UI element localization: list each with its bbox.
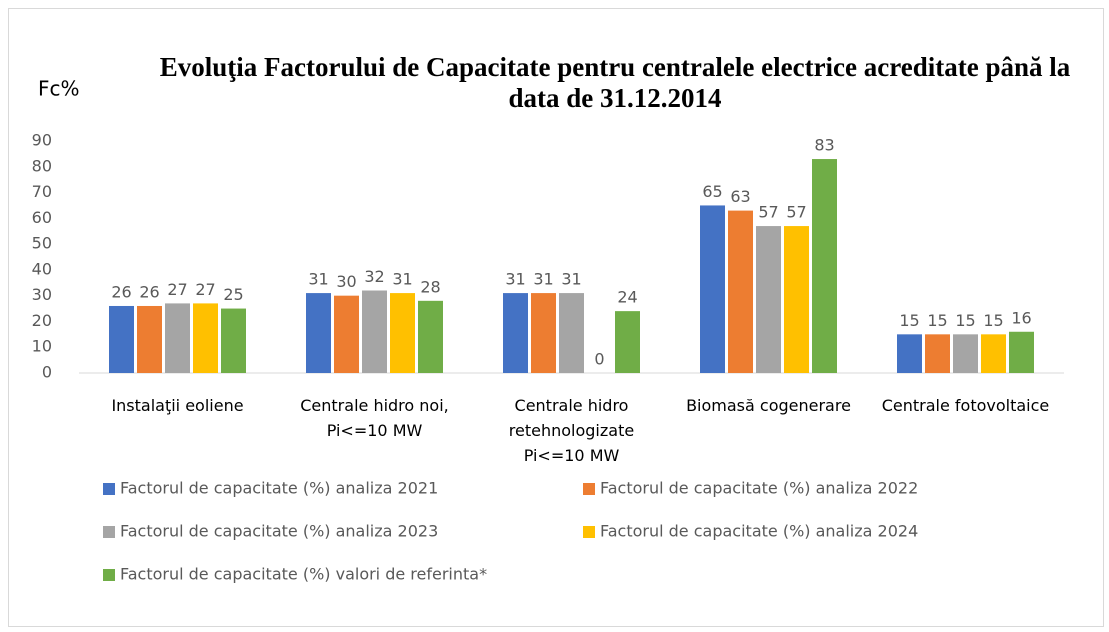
x-tick-label: Centrale hidro retehnologizate Pi<=10 MW bbox=[508, 396, 635, 465]
data-label: 28 bbox=[420, 277, 440, 296]
bar bbox=[362, 290, 387, 373]
legend-label: Factorul de capacitate (%) analiza 2022 bbox=[600, 479, 918, 498]
bar bbox=[728, 210, 753, 373]
title-box: Evoluţia Factorului de Capacitate pentru… bbox=[159, 52, 1071, 113]
legend-label: Factorul de capacitate (%) valori de ref… bbox=[120, 565, 487, 584]
data-label: 83 bbox=[814, 136, 834, 155]
bar bbox=[1009, 331, 1034, 373]
bar bbox=[221, 308, 246, 373]
x-tick-label: Instalaţii eoliene bbox=[111, 396, 244, 415]
bar bbox=[531, 293, 556, 373]
bar bbox=[812, 159, 837, 373]
y-tick-label: 80 bbox=[32, 156, 52, 175]
x-tick-label-box: Centrale fotovoltaice bbox=[881, 396, 1050, 415]
bar bbox=[784, 226, 809, 373]
data-label: 57 bbox=[786, 203, 806, 222]
data-label: 65 bbox=[702, 182, 722, 201]
y-tick-label: 90 bbox=[32, 131, 52, 150]
y-tick-label: 0 bbox=[42, 363, 52, 382]
x-tick-label: Centrale fotovoltaice bbox=[881, 396, 1050, 415]
legend-label: Factorul de capacitate (%) analiza 2023 bbox=[120, 522, 438, 541]
x-tick-label-box: Centrale hidro noi, Pi<=10 MW bbox=[300, 396, 449, 440]
data-label: 32 bbox=[364, 267, 384, 286]
bar bbox=[193, 303, 218, 373]
bar bbox=[925, 334, 950, 373]
data-label: 31 bbox=[533, 270, 553, 289]
x-tick-label-box: Centrale hidro retehnologizate Pi<=10 MW bbox=[508, 396, 635, 465]
data-label: 15 bbox=[899, 311, 919, 330]
bar bbox=[503, 293, 528, 373]
y-tick-label: 40 bbox=[32, 259, 52, 278]
bar bbox=[559, 293, 584, 373]
bar bbox=[306, 293, 331, 373]
bar bbox=[334, 295, 359, 373]
data-label: 57 bbox=[758, 203, 778, 222]
x-tick-label: Biomasă cogenerare bbox=[686, 396, 851, 415]
data-label: 26 bbox=[111, 282, 131, 301]
data-label: 31 bbox=[561, 270, 581, 289]
y-axis-label: Fc% bbox=[38, 77, 80, 101]
bar bbox=[700, 205, 725, 373]
x-tick-label-box: Instalaţii eoliene bbox=[111, 396, 244, 415]
legend-swatch bbox=[103, 483, 115, 495]
bar bbox=[418, 300, 443, 373]
chart-title: Evoluţia Factorului de Capacitate pentru… bbox=[159, 52, 1071, 113]
y-tick-label: 30 bbox=[32, 285, 52, 304]
data-label: 16 bbox=[1011, 308, 1031, 327]
bar bbox=[981, 334, 1006, 373]
bar bbox=[756, 226, 781, 373]
data-label: 25 bbox=[223, 285, 243, 304]
bar bbox=[615, 311, 640, 373]
data-label: 30 bbox=[336, 272, 356, 291]
data-label: 31 bbox=[392, 270, 412, 289]
bar bbox=[953, 334, 978, 373]
data-label: 15 bbox=[955, 311, 975, 330]
bar bbox=[109, 305, 134, 373]
data-label: 27 bbox=[195, 280, 215, 299]
bar bbox=[390, 293, 415, 373]
y-tick-label: 50 bbox=[32, 234, 52, 253]
y-tick-label: 20 bbox=[32, 311, 52, 330]
data-label: 31 bbox=[308, 270, 328, 289]
legend-swatch bbox=[103, 569, 115, 581]
data-label: 26 bbox=[139, 282, 159, 301]
legend-swatch bbox=[103, 526, 115, 538]
bar bbox=[897, 334, 922, 373]
data-label: 15 bbox=[927, 311, 947, 330]
y-tick-label: 10 bbox=[32, 337, 52, 356]
x-tick-label-box: Biomasă cogenerare bbox=[686, 396, 851, 415]
data-label: 31 bbox=[505, 270, 525, 289]
data-label: 63 bbox=[730, 187, 750, 206]
legend-label: Factorul de capacitate (%) analiza 2021 bbox=[120, 479, 438, 498]
legend-swatch bbox=[583, 483, 595, 495]
data-label: 24 bbox=[617, 288, 637, 307]
data-label: 15 bbox=[983, 311, 1003, 330]
x-tick-label: Centrale hidro noi, Pi<=10 MW bbox=[300, 396, 449, 440]
y-tick-label: 60 bbox=[32, 208, 52, 227]
y-tick-label: 70 bbox=[32, 182, 52, 201]
bar bbox=[137, 305, 162, 373]
legend-swatch bbox=[583, 526, 595, 538]
data-label: 27 bbox=[167, 280, 187, 299]
data-label: 0 bbox=[594, 350, 604, 369]
bar bbox=[165, 303, 190, 373]
legend-label: Factorul de capacitate (%) analiza 2024 bbox=[600, 522, 918, 541]
